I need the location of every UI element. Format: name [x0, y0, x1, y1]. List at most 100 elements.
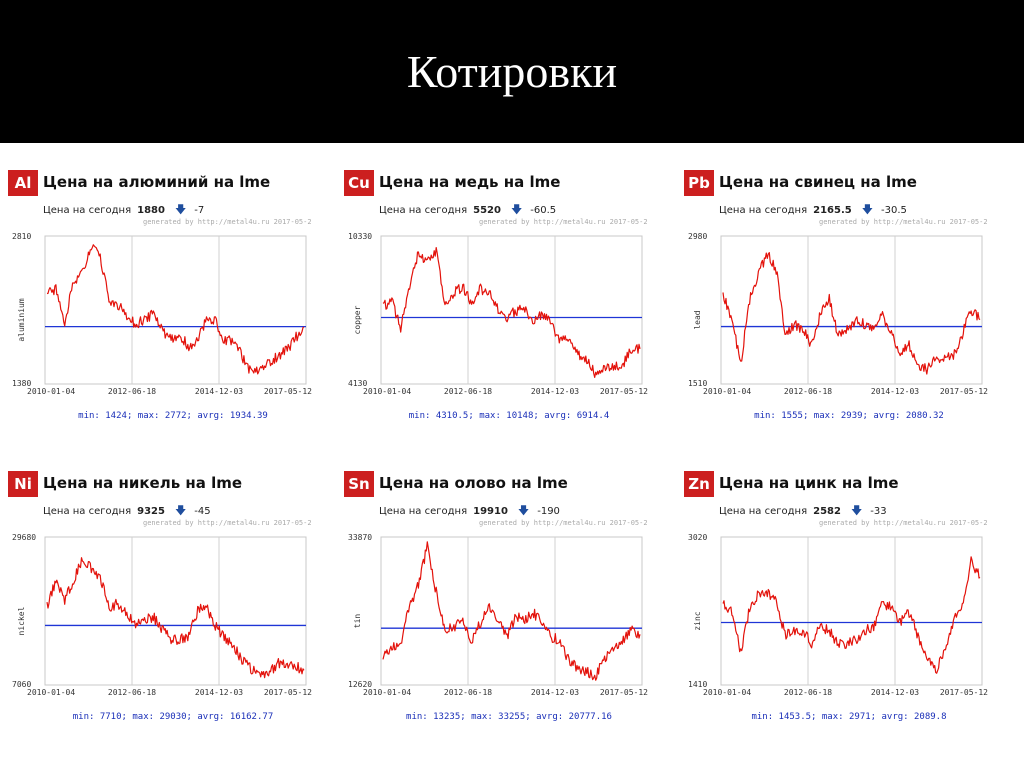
- plot-area: [720, 536, 983, 686]
- y-tick-label: 3020: [688, 533, 707, 542]
- metal-panel-pb: Pb Цена на свинец на lme Цена на сегодня…: [684, 166, 1004, 446]
- today-value: 2582: [813, 506, 841, 517]
- price-change: -7: [194, 205, 205, 216]
- generated-by-note: generated by http://metal4u.ru 2017-05-2: [143, 519, 312, 527]
- today-label: Цена на сегодня: [379, 506, 468, 517]
- arrow-down-icon: 🡇: [510, 203, 523, 216]
- y-tick-label: 10330: [348, 232, 372, 241]
- y-axis-title: nickel: [17, 606, 26, 635]
- y-tick-label: 1510: [688, 379, 707, 388]
- x-tick-label: 2010-01-04: [27, 688, 75, 697]
- today-label: Цена на сегодня: [43, 506, 132, 517]
- x-tick-label: 2012-06-18: [444, 387, 492, 396]
- y-axis-title: copper: [353, 305, 362, 334]
- chart-stats: min: 4310.5; max: 10148; avrg: 6914.4: [408, 411, 610, 421]
- x-tick-label: 2014-12-03: [195, 387, 243, 396]
- y-tick-label: 7060: [12, 680, 31, 689]
- y-tick-label: 2810: [12, 232, 31, 241]
- arrow-down-icon: 🡇: [850, 504, 863, 517]
- today-price-row: Цена на сегодня 2582 🡇 -33: [719, 502, 887, 521]
- price-chart: 2010-01-04 2012-06-18 2014-12-03 2017-05-12…: [12, 232, 312, 396]
- x-tick-label: 2017-05-12: [600, 387, 648, 396]
- arrow-down-icon: 🡇: [174, 504, 187, 517]
- x-tick-label: 2012-06-18: [108, 688, 156, 697]
- today-label: Цена на сегодня: [719, 205, 808, 216]
- metal-panel-ni: Ni Цена на никель на lme Цена на сегодня…: [8, 467, 328, 747]
- x-tick-label: 2010-01-04: [363, 387, 411, 396]
- metal-panel-al: Al Цена на алюминий на lme Цена на сегод…: [8, 166, 328, 446]
- chart-stats: min: 1453.5; max: 2971; avrg: 2089.8: [751, 712, 947, 722]
- metal-panel-cu: Cu Цена на медь на lme Цена на сегодня 55…: [344, 166, 664, 446]
- x-tick-label: 2014-12-03: [195, 688, 243, 697]
- x-tick-label: 2010-01-04: [27, 387, 75, 396]
- chart-title: Цена на свинец на lme: [719, 173, 917, 191]
- price-line: [722, 556, 981, 674]
- today-price-row: Цена на сегодня 2165.5 🡇 -30.5: [719, 201, 907, 220]
- x-tick-label: 2012-06-18: [784, 688, 832, 697]
- price-change: -60.5: [530, 205, 557, 216]
- chart-stats: min: 1424; max: 2772; avrg: 1934.39: [78, 411, 268, 421]
- today-price-row: Цена на сегодня 1880 🡇 -7: [43, 201, 204, 220]
- price-line: [722, 252, 981, 375]
- price-change: -190: [537, 506, 560, 517]
- chart-stats: min: 13235; max: 33255; avrg: 20777.16: [406, 712, 612, 722]
- y-axis-title: aluminium: [17, 298, 26, 342]
- chart-stats: min: 7710; max: 29030; avrg: 16162.77: [72, 712, 274, 722]
- y-tick-label: 1380: [12, 379, 31, 388]
- plot-area: [720, 235, 983, 385]
- x-tick-label: 2017-05-12: [940, 688, 988, 697]
- price-chart: 2010-01-04 2012-06-18 2014-12-03 2017-05-12…: [688, 232, 988, 396]
- y-axis-title: lead: [693, 310, 702, 329]
- x-tick-label: 2017-05-12: [264, 688, 312, 697]
- price-chart: 2010-01-04 2012-06-18 2014-12-03 2017-05-12…: [688, 533, 988, 697]
- today-label: Цена на сегодня: [719, 506, 808, 517]
- x-tick-label: 2017-05-12: [940, 387, 988, 396]
- price-line: [382, 541, 641, 681]
- price-line: [382, 247, 641, 378]
- metal-symbol-badge: Ni: [8, 471, 38, 497]
- plot-area: [44, 235, 307, 385]
- chart-title: Цена на цинк на lme: [719, 474, 899, 492]
- y-axis-title: tin: [353, 614, 362, 629]
- y-axis-title: zinc: [693, 611, 702, 630]
- generated-by-note: generated by http://metal4u.ru 2017-05-2: [819, 519, 988, 527]
- slide-title: Котировки: [406, 46, 618, 97]
- price-change: -45: [194, 506, 211, 517]
- arrow-down-icon: 🡇: [517, 504, 530, 517]
- metal-symbol-badge: Cu: [344, 170, 374, 196]
- y-tick-label: 4130: [348, 379, 367, 388]
- x-tick-label: 2014-12-03: [871, 387, 919, 396]
- today-value: 5520: [473, 205, 501, 216]
- plot-area: [380, 536, 643, 686]
- generated-by-note: generated by http://metal4u.ru 2017-05-2: [479, 218, 648, 226]
- price-chart: 2010-01-04 2012-06-18 2014-12-03 2017-05-12…: [348, 533, 648, 697]
- metal-symbol-badge: Al: [8, 170, 38, 196]
- x-tick-label: 2012-06-18: [444, 688, 492, 697]
- today-price-row: Цена на сегодня 9325 🡇 -45: [43, 502, 211, 521]
- y-tick-label: 29680: [12, 533, 36, 542]
- generated-by-note: generated by http://metal4u.ru 2017-05-2: [143, 218, 312, 226]
- chart-title: Цена на алюминий на lme: [43, 173, 271, 191]
- y-tick-label: 2980: [688, 232, 707, 241]
- x-tick-label: 2010-01-04: [363, 688, 411, 697]
- chart-stats: min: 1555; max: 2939; avrg: 2080.32: [754, 411, 944, 421]
- today-price-row: Цена на сегодня 19910 🡇 -190: [379, 502, 560, 521]
- chart-title: Цена на никель на lme: [43, 474, 243, 492]
- x-tick-label: 2010-01-04: [703, 688, 751, 697]
- x-tick-label: 2017-05-12: [264, 387, 312, 396]
- x-tick-label: 2014-12-03: [531, 688, 579, 697]
- y-tick-label: 33870: [348, 533, 372, 542]
- price-change: -30.5: [881, 205, 907, 216]
- today-label: Цена на сегодня: [379, 205, 468, 216]
- x-tick-label: 2014-12-03: [531, 387, 579, 396]
- generated-by-note: generated by http://metal4u.ru 2017-05-2: [479, 519, 648, 527]
- today-label: Цена на сегодня: [43, 205, 132, 216]
- today-value: 2165.5: [813, 205, 852, 216]
- x-tick-label: 2014-12-03: [871, 688, 919, 697]
- arrow-down-icon: 🡇: [861, 203, 874, 216]
- price-chart: 2010-01-04 2012-06-18 2014-12-03 2017-05-12…: [348, 232, 648, 396]
- today-value: 1880: [137, 205, 165, 216]
- generated-by-note: generated by http://metal4u.ru 2017-05-2: [819, 218, 988, 226]
- x-tick-label: 2012-06-18: [108, 387, 156, 396]
- price-line: [46, 557, 305, 679]
